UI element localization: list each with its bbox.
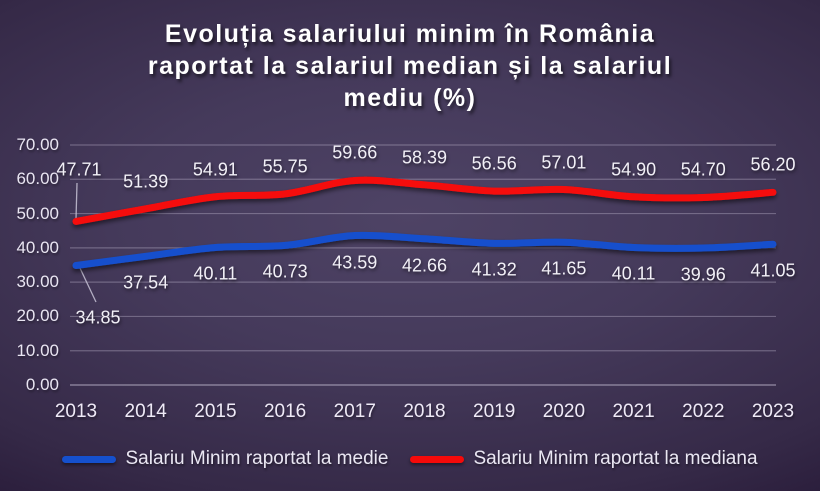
data-label-s0-2016: 40.73	[262, 261, 308, 282]
legend-swatch-medie	[62, 455, 117, 463]
data-label-s0-2020: 41.65	[541, 258, 587, 279]
data-label-s1-2018: 58.39	[401, 147, 448, 168]
data-label-s1-2015: 54.91	[192, 159, 238, 180]
data-label-s0-2023: 41.05	[750, 260, 796, 281]
data-label-s0-2021: 40.11	[611, 263, 656, 284]
x-axis-label-2018: 2018	[403, 401, 446, 422]
data-label-s1-2014: 51.39	[123, 171, 169, 192]
data-label-s1-2013: 47.71	[56, 159, 102, 180]
leader-line-series-0	[78, 265, 97, 303]
chart-title: Evoluția salariului minim în România rap…	[0, 18, 820, 114]
data-label-s0-2014: 37.54	[123, 272, 169, 293]
chart-title-line-1: Evoluția salariului minim în România	[164, 20, 656, 48]
y-axis-tick-10: 10.00	[16, 340, 59, 360]
data-label-s0-2013: 34.85	[75, 307, 121, 328]
legend-label-medie: Salariu Minim raportat la medie	[125, 448, 389, 469]
x-axis-label-2022: 2022	[682, 401, 725, 422]
x-axis-label-2016: 2016	[263, 401, 307, 422]
data-label-s0-2018: 42.66	[401, 255, 448, 276]
x-axis-label-2020: 2020	[542, 401, 586, 422]
y-axis-tick-40: 40.00	[16, 237, 59, 257]
chart-title-line-2: raportat la salariul median și la salari…	[147, 52, 673, 80]
legend-label-mediana: Salariu Minim raportat la mediana	[473, 448, 758, 469]
y-axis-tick-60: 60.00	[16, 169, 59, 189]
data-label-s0-2015: 40.11	[193, 263, 238, 284]
x-axis-label-2017: 2017	[333, 401, 376, 422]
x-axis-label-2014: 2014	[124, 401, 167, 422]
series-lines	[72, 176, 777, 270]
x-axis-label-2019: 2019	[473, 401, 516, 422]
y-axis-tick-50: 50.00	[16, 203, 59, 223]
data-label-s1-2019: 56.56	[471, 153, 517, 174]
data-label-s0-2022: 39.96	[680, 264, 726, 285]
x-axis-label-2015: 2015	[194, 401, 237, 422]
series-line-0	[72, 231, 777, 270]
y-axis-tick-30: 30.00	[16, 272, 59, 292]
data-label-s0-2019: 41.32	[471, 259, 517, 280]
x-axis-label-2023: 2023	[751, 401, 795, 422]
label-leader-lines	[75, 182, 97, 303]
series-line-1	[72, 176, 777, 225]
data-label-s1-2016: 55.75	[262, 156, 308, 177]
x-axis-label-2013: 2013	[54, 401, 98, 422]
legend-item-mediana: Salariu Minim raportat la mediana	[410, 448, 758, 470]
data-label-s1-2017: 59.66	[332, 142, 378, 163]
data-label-s1-2020: 57.01	[541, 152, 587, 173]
legend-swatch-mediana	[410, 455, 465, 463]
data-label-s1-2022: 54.70	[680, 159, 726, 180]
x-axis-label-2021: 2021	[612, 401, 655, 422]
data-label-s0-2017: 43.59	[332, 252, 378, 273]
data-label-s1-2023: 56.20	[750, 154, 796, 175]
data-label-s1-2021: 54.90	[611, 159, 657, 180]
y-axis-tick-0: 0.00	[25, 375, 59, 394]
y-axis-tick-20: 20.00	[16, 306, 59, 326]
legend: Salariu Minim raportat la medie Salariu …	[0, 448, 820, 470]
chart-title-line-3: mediu (%)	[343, 84, 477, 112]
y-axis-tick-70: 70.00	[16, 135, 59, 154]
leader-line-series-1	[75, 182, 78, 220]
legend-item-medie: Salariu Minim raportat la medie	[62, 448, 388, 470]
